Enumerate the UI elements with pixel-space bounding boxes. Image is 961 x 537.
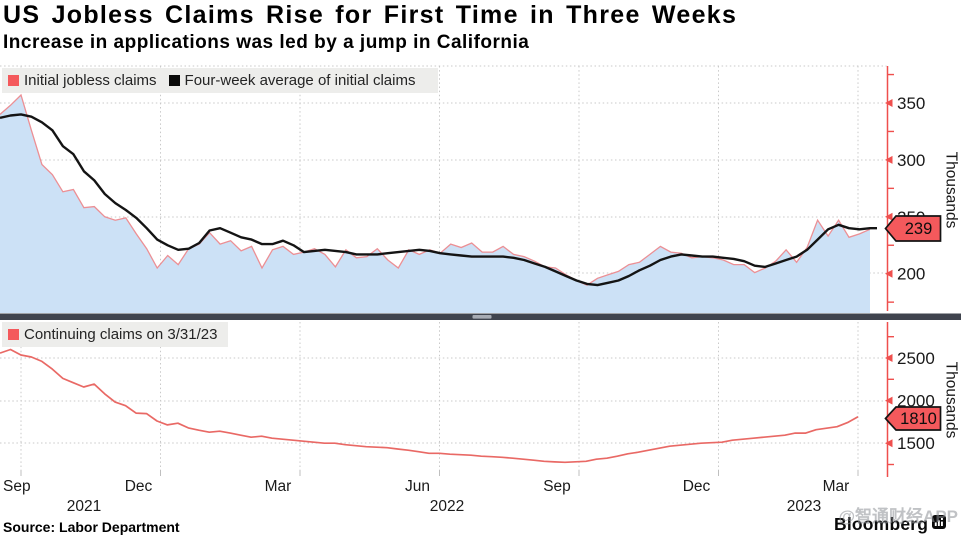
y-axis-tick-arrow	[885, 212, 893, 221]
y-tick-label: 200	[897, 265, 925, 284]
x-tick-label: Sep	[543, 478, 571, 495]
legend-item-initial-claims: Initial jobless claims	[8, 72, 157, 89]
panel-divider-grip-handle[interactable]	[472, 315, 492, 319]
bloomberg-wordmark: Bloomberg	[834, 514, 929, 534]
last-value-badge	[884, 215, 942, 242]
y-axis-tick-arrow	[885, 439, 893, 448]
x-year-label: 2022	[430, 498, 464, 515]
x-tick-label: Mar	[823, 478, 850, 495]
y-axis-tick-arrow	[885, 155, 893, 164]
legend-label-initial-claims: Initial jobless claims	[24, 72, 157, 89]
legend-bottom-panel: Continuing claims on 3/31/23	[2, 322, 228, 347]
y-tick-label: 2500	[897, 349, 935, 368]
initial-claims-area	[0, 95, 870, 313]
x-tick-label: Jun	[405, 478, 430, 495]
y-tick-label: 1500	[897, 434, 935, 453]
x-tick-label: Dec	[683, 478, 711, 495]
page-title: US Jobless Claims Rise for First Time in…	[3, 1, 738, 29]
y-tick-label: 300	[897, 151, 925, 170]
x-year-label: 2023	[787, 498, 821, 515]
y-tick-label: 350	[897, 94, 925, 113]
watermark-text: @智通财经APP	[838, 507, 958, 526]
x-year-label: 2021	[67, 498, 101, 515]
source-credit: Source: Labor Department	[3, 519, 180, 535]
four-week-avg-swatch-icon	[168, 75, 180, 86]
continuing-claims-line	[0, 348, 859, 464]
legend-label-continuing-claims: Continuing claims on 3/31/23	[24, 326, 218, 343]
page-subtitle: Increase in applications was led by a ju…	[3, 32, 530, 53]
y-axis-tick-arrow	[885, 354, 893, 362]
legend-label-four-week-avg: Four-week average of initial claims	[184, 72, 416, 89]
legend-item-four-week-avg: Four-week average of initial claims	[168, 72, 416, 89]
y-axis-title-bottom: Thousands	[943, 362, 960, 439]
continuing-claims-swatch-icon	[8, 329, 19, 340]
last-value-badge-label: 239	[905, 220, 933, 238]
last-value-badge	[884, 406, 942, 431]
y-tick-label: 2000	[897, 392, 935, 411]
y-axis-tick-arrow	[885, 269, 893, 278]
four-week-average-line	[0, 113, 877, 287]
legend-item-continuing-claims: Continuing claims on 3/31/23	[8, 326, 217, 343]
y-axis-tick-arrow	[885, 99, 893, 107]
x-tick-label: Sep	[3, 478, 31, 495]
x-tick-label: Mar	[265, 478, 292, 495]
bloomberg-chart-icon	[932, 515, 947, 534]
bloomberg-logo: Bloomberg	[834, 514, 947, 535]
y-axis-title-top: Thousands	[943, 152, 960, 229]
x-tick-label: Dec	[125, 478, 153, 495]
initial-claims-swatch-icon	[8, 75, 19, 86]
legend-top-panel: Initial jobless claims Four-week average…	[2, 68, 438, 93]
last-value-badge-label: 1810	[900, 410, 937, 428]
y-axis-tick-arrow	[885, 396, 893, 405]
